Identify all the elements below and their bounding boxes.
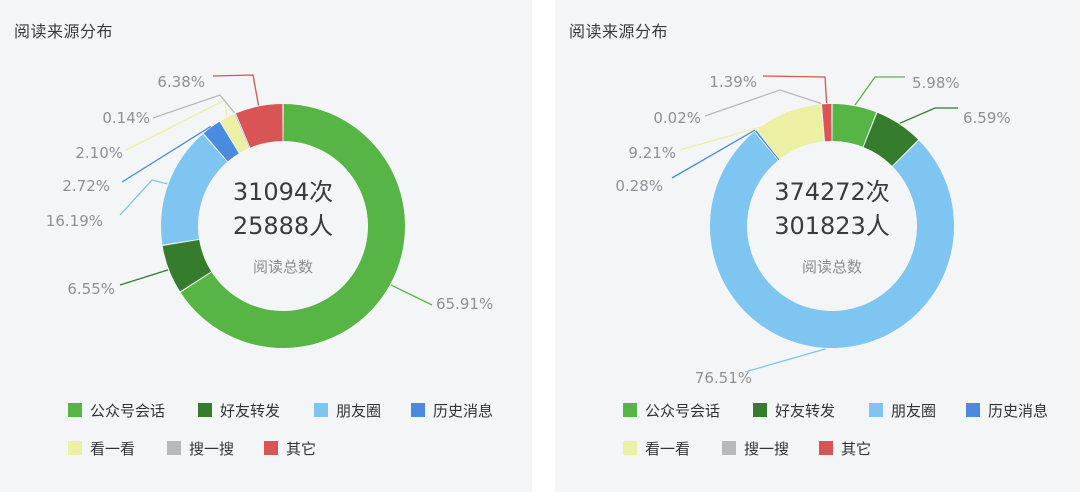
slice-percent-label: 9.21% xyxy=(628,144,676,162)
slice-percent-label: 6.59% xyxy=(963,109,1011,127)
leader-line-6 xyxy=(704,89,822,117)
leader-line-4 xyxy=(121,125,212,183)
donut-slice-1 xyxy=(180,104,405,348)
slice-percent-label: 16.19% xyxy=(46,212,103,230)
donut-chart: 65.91% 6.55% 16.19% 2.72% 2.10% 0.14% 6.38% 310… xyxy=(46,73,493,348)
donut-slice-3 xyxy=(710,131,954,348)
center-total-reads: 31094次 xyxy=(233,178,333,206)
slice-percent-label: 0.28% xyxy=(615,177,663,195)
leader-line-2 xyxy=(119,269,169,286)
donut-slice-3 xyxy=(161,134,228,245)
slice-percent-label: 6.38% xyxy=(157,73,205,91)
leader-line-1 xyxy=(854,76,905,106)
center-total-reads: 374272次 xyxy=(774,178,890,206)
leader-line-4 xyxy=(671,129,756,179)
center-total-people: 301823人 xyxy=(774,212,890,240)
center-total-people: 25888人 xyxy=(233,212,333,240)
leader-line-6 xyxy=(152,94,236,119)
donut-slice-5 xyxy=(220,114,249,153)
leader-line-3 xyxy=(119,179,168,216)
donut-slice-2 xyxy=(863,112,919,166)
donut-slice-7 xyxy=(821,104,832,142)
donut-chart: 5.98%6.59% 76.51% 0.28% 9.21% 0.02% 1.39% 3742… xyxy=(615,73,1011,387)
donut-slice-4 xyxy=(755,130,780,161)
slice-percent-label: 76.51% xyxy=(695,369,752,387)
chart-title: 阅读来源分布 xyxy=(14,22,114,41)
leader-line-2 xyxy=(899,107,958,124)
donut-slice-6 xyxy=(234,113,250,148)
leader-line-5 xyxy=(679,111,788,151)
slice-percent-label: 2.10% xyxy=(75,144,123,162)
slice-percent-label: 6.55% xyxy=(67,280,115,298)
chart-title: 阅读来源分布 xyxy=(569,22,669,41)
slice-percent-label: 2.72% xyxy=(62,177,110,195)
chart-panel-left: 阅读来源分布 65.91% 6.55% 16.19% 2.72% 2.10% 0.14% 6… xyxy=(0,0,532,492)
slice-percent-label: 65.91% xyxy=(436,295,493,313)
chart-panel-right: 阅读来源分布 5.98% 6.59% 76.51% 0.28% 9.21% 0.02% 1.… xyxy=(555,0,1080,492)
donut-slice-4 xyxy=(203,121,239,162)
leader-line-7 xyxy=(762,75,828,104)
donut-slice-5 xyxy=(756,104,825,159)
slice-percent-label: 0.14% xyxy=(102,109,150,127)
leader-line-1 xyxy=(390,284,433,306)
donut-slice-6 xyxy=(821,104,825,142)
slice-percent-label: 1.39% xyxy=(709,73,757,91)
leader-line-3 xyxy=(744,348,826,373)
slice-percent-label: 0.02% xyxy=(653,109,701,127)
donut-slice-1 xyxy=(832,104,877,147)
center-caption: 阅读总数 xyxy=(253,258,313,276)
leader-line-5 xyxy=(125,98,228,151)
donut-slice-7 xyxy=(235,104,283,148)
center-caption: 阅读总数 xyxy=(802,258,862,276)
slice-percent-label: 5.98% xyxy=(912,74,960,92)
leader-line-7 xyxy=(212,74,260,106)
donut-slice-2 xyxy=(162,239,212,292)
